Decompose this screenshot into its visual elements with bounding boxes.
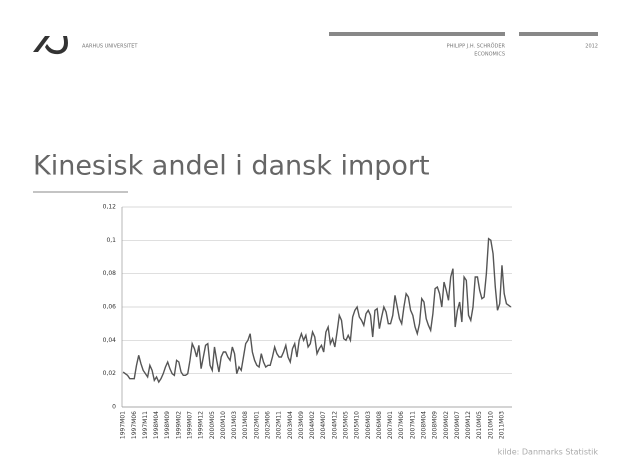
x-tick-label: 2004M07 <box>320 411 327 439</box>
x-tick-label: 2009M02 <box>443 411 450 439</box>
y-tick-label: 0,02 <box>103 370 117 377</box>
y-tick-label: 0 <box>112 404 116 411</box>
y-tick-label: 0,06 <box>103 304 117 311</box>
x-tick-label: 2006M08 <box>376 411 383 439</box>
x-tick-label: 2001M08 <box>242 411 249 439</box>
x-tick-label: 2001M03 <box>231 411 238 439</box>
x-tick-label: 2010M05 <box>476 411 483 439</box>
x-tick-label: 1998M09 <box>164 411 171 439</box>
x-tick-label: 2009M12 <box>465 411 472 439</box>
x-tick-label: 2003M09 <box>298 411 305 439</box>
x-tick-label: 2006M03 <box>365 411 372 439</box>
data-line <box>122 237 512 384</box>
x-tick-label: 2000M05 <box>209 411 216 439</box>
slide-title: Kinesisk andel i dansk import <box>33 151 430 182</box>
x-tick-label: 2005M05 <box>342 411 349 439</box>
x-tick-label: 2007M01 <box>387 411 394 439</box>
y-tick-label: 0,04 <box>103 337 117 344</box>
y-tick-label: 0,1 <box>106 237 116 244</box>
x-tick-label: 1998M04 <box>153 411 160 439</box>
x-tick-label: 2005M10 <box>354 411 361 439</box>
header-bar <box>329 32 505 36</box>
year: 2012 <box>585 44 598 50</box>
x-tick-label: 1997M01 <box>120 411 127 439</box>
x-tick-label: 2010M10 <box>487 411 494 439</box>
x-tick-label: 2011M03 <box>498 411 505 439</box>
x-tick-label: 2004M02 <box>309 411 316 439</box>
y-tick-label: 0,12 <box>103 204 117 211</box>
x-tick-label: 2008M04 <box>420 411 427 439</box>
header-bar <box>519 32 598 36</box>
source: kilde: Danmarks Statistik <box>498 448 599 457</box>
x-tick-label: 2004M12 <box>331 411 338 439</box>
x-tick-label: 2009M07 <box>454 411 461 439</box>
university: AARHUS UNIVERSITET <box>82 44 138 50</box>
x-tick-label: 1997M11 <box>142 411 149 439</box>
x-tick-label: 1999M07 <box>186 411 193 439</box>
x-tick-label: 1999M02 <box>175 411 182 439</box>
x-tick-label: 2002M06 <box>264 411 271 439</box>
logo-stroke <box>33 36 50 52</box>
x-tick-label: 2003M04 <box>287 411 294 439</box>
x-tick-label: 2002M01 <box>253 411 260 439</box>
author: PHILIPP J.H. SCHRÖDER <box>447 43 506 50</box>
x-tick-label: 2007M06 <box>398 411 405 439</box>
x-tick-label: 2007M11 <box>409 411 416 439</box>
y-tick-label: 0,08 <box>103 270 117 277</box>
x-tick-label: 1997M06 <box>131 411 138 439</box>
x-tick-label: 1999M12 <box>198 411 205 439</box>
x-tick-label: 2008M09 <box>432 411 439 439</box>
x-tick-label: 2002M11 <box>276 411 283 439</box>
department: ECONOMICS <box>474 52 505 58</box>
logo-curve <box>45 36 68 55</box>
x-tick-label: 2000M10 <box>220 411 227 439</box>
